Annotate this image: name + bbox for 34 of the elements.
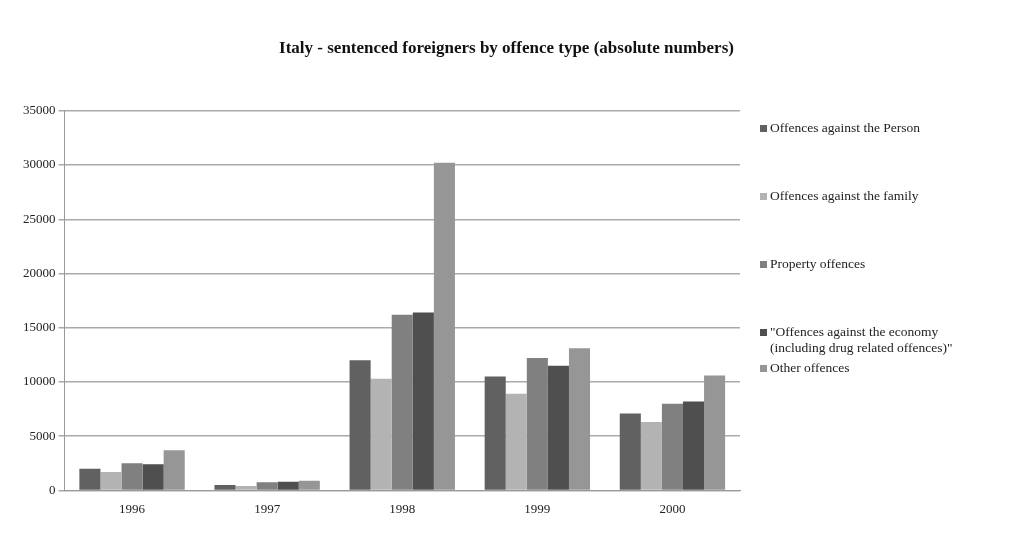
bar	[682, 401, 705, 490]
y-tick-label: 0	[49, 481, 56, 497]
chart-title: Italy - sentenced foreigners by offence type (absolute numbers)	[278, 38, 735, 58]
bar	[142, 464, 164, 490]
x-tick-label: 1996	[119, 500, 146, 516]
bar	[412, 312, 434, 490]
y-tick-label: 5000	[29, 427, 56, 443]
x-tick-label: 1997	[254, 500, 281, 516]
legend-label: Offences against the family	[770, 188, 919, 204]
bar	[349, 360, 371, 490]
bar	[256, 482, 278, 490]
y-tick-label: 25000	[23, 210, 56, 226]
legend-label: Offences against the Person	[770, 120, 921, 136]
bar	[526, 358, 548, 490]
y-tick-label: 15000	[23, 319, 56, 335]
legend-label: "Offences against the economy (including drug related offences)"	[770, 324, 954, 356]
y-tick-label: 10000	[23, 373, 56, 389]
y-tick-label: 35000	[23, 102, 56, 118]
y-tick-label: 30000	[23, 156, 56, 172]
x-tick-label: 1999	[524, 500, 551, 516]
bar	[547, 365, 569, 490]
bar	[214, 484, 236, 490]
x-tick-label: 1998	[389, 500, 416, 516]
bar	[121, 463, 143, 490]
bar	[661, 403, 683, 490]
bar	[619, 413, 641, 490]
legend-label: Other offences	[770, 360, 850, 376]
bar	[277, 481, 299, 490]
x-tick-label: 2000	[659, 500, 686, 516]
legend-label: Property offences	[770, 256, 866, 272]
bar	[484, 376, 506, 490]
bar	[391, 314, 413, 490]
bar	[79, 468, 101, 490]
y-tick-label: 20000	[23, 264, 56, 280]
